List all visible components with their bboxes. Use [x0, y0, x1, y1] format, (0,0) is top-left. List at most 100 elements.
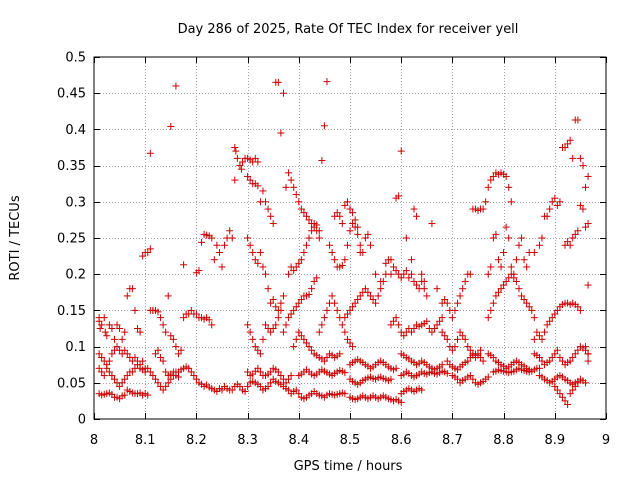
data-point — [285, 169, 293, 177]
data-point — [469, 375, 477, 383]
data-point — [131, 306, 139, 314]
data-point — [300, 248, 308, 256]
data-point — [123, 292, 131, 300]
data-point — [574, 379, 582, 387]
data-point — [366, 241, 374, 249]
data-point — [553, 306, 561, 314]
data-point — [423, 317, 431, 325]
data-point — [454, 375, 462, 383]
data-point — [297, 332, 305, 340]
data-point — [128, 285, 136, 293]
data-point — [551, 350, 559, 358]
data-point — [535, 364, 543, 372]
data-point — [423, 292, 431, 300]
data-point — [484, 183, 492, 191]
data-point — [277, 306, 285, 314]
data-point — [387, 270, 395, 278]
data-point — [428, 220, 436, 228]
data-point — [400, 270, 408, 278]
data-point — [349, 220, 357, 228]
data-point — [354, 223, 362, 231]
data-point — [116, 382, 124, 390]
data-point — [546, 317, 554, 325]
data-point — [497, 263, 505, 271]
data-point — [159, 357, 167, 365]
data-point — [256, 382, 264, 390]
data-point — [502, 277, 510, 285]
data-point — [208, 321, 216, 329]
data-point — [218, 263, 226, 271]
data-point — [410, 205, 418, 213]
y-tick-label: 0.35 — [57, 159, 86, 174]
y-tick-label: 0.3 — [65, 195, 86, 210]
data-point — [128, 368, 136, 376]
data-point — [254, 158, 262, 166]
data-point — [267, 328, 275, 336]
data-point — [464, 343, 472, 351]
data-point — [320, 314, 328, 322]
data-point — [164, 292, 172, 300]
data-point — [295, 390, 303, 398]
data-point — [466, 346, 474, 354]
data-point — [295, 299, 303, 307]
data-point — [535, 332, 543, 340]
data-point — [105, 321, 113, 329]
data-point — [569, 386, 577, 394]
data-point — [101, 328, 109, 336]
data-point — [392, 364, 400, 372]
data-point — [410, 325, 418, 332]
data-point — [387, 321, 395, 329]
data-point — [292, 191, 300, 199]
y-axis-label: ROTI / TECUs — [8, 195, 23, 280]
data-point — [571, 382, 579, 390]
data-point — [512, 256, 520, 264]
data-point — [377, 285, 385, 293]
data-point — [343, 198, 351, 206]
data-point — [489, 234, 497, 242]
data-point — [323, 78, 331, 86]
data-point — [477, 346, 485, 354]
data-point — [482, 198, 490, 206]
data-point — [134, 325, 142, 332]
data-point — [418, 277, 426, 285]
data-point — [343, 310, 351, 318]
data-point — [349, 343, 357, 351]
data-point — [448, 346, 456, 354]
data-point — [461, 277, 469, 285]
data-point — [292, 386, 300, 394]
data-point — [584, 220, 592, 228]
data-point — [269, 325, 277, 332]
data-point — [331, 299, 339, 307]
data-point — [528, 306, 536, 314]
data-point — [538, 357, 546, 365]
data-point — [98, 353, 106, 361]
data-point — [405, 274, 413, 282]
data-point — [228, 234, 236, 242]
data-point — [489, 299, 497, 307]
data-point — [290, 343, 298, 351]
data-point — [192, 310, 200, 318]
data-point — [451, 306, 459, 314]
data-point — [576, 306, 584, 314]
data-point — [95, 350, 103, 358]
data-point — [274, 78, 282, 86]
data-point — [349, 209, 357, 217]
data-point — [569, 154, 577, 162]
data-point — [333, 209, 341, 217]
data-point — [502, 223, 510, 231]
data-point — [441, 296, 449, 304]
data-point — [530, 314, 538, 322]
data-point — [582, 223, 590, 231]
data-point — [302, 212, 310, 220]
data-point — [341, 256, 349, 264]
data-point — [146, 245, 154, 253]
data-point — [108, 372, 116, 380]
data-point — [433, 285, 441, 293]
data-point — [98, 368, 106, 376]
data-point — [561, 397, 569, 405]
data-point — [556, 390, 564, 398]
data-point — [241, 387, 249, 395]
data-point — [141, 368, 149, 376]
data-point — [489, 353, 497, 361]
